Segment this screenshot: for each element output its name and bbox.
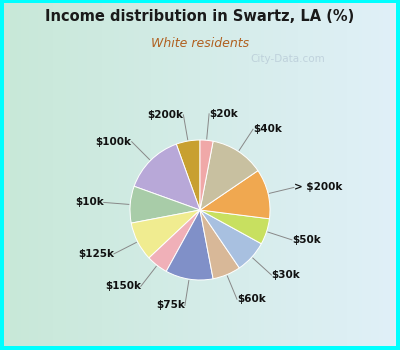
Wedge shape [149, 210, 200, 271]
Wedge shape [200, 210, 261, 268]
Wedge shape [130, 186, 200, 223]
Wedge shape [166, 210, 213, 280]
Wedge shape [131, 210, 200, 258]
Text: $75k: $75k [156, 300, 185, 310]
Wedge shape [200, 210, 270, 244]
Text: $125k: $125k [78, 249, 114, 259]
Text: White residents: White residents [151, 37, 249, 50]
Text: $50k: $50k [292, 235, 321, 245]
Text: Income distribution in Swartz, LA (%): Income distribution in Swartz, LA (%) [45, 9, 355, 24]
Wedge shape [200, 140, 213, 210]
Text: $60k: $60k [237, 294, 266, 304]
Wedge shape [176, 140, 200, 210]
Wedge shape [200, 171, 270, 219]
Text: $100k: $100k [96, 137, 132, 147]
Wedge shape [200, 210, 239, 279]
Text: $20k: $20k [209, 109, 238, 119]
Text: $30k: $30k [272, 270, 300, 280]
Wedge shape [134, 144, 200, 210]
Wedge shape [200, 141, 258, 210]
Text: $150k: $150k [105, 281, 141, 291]
Text: $40k: $40k [253, 124, 282, 134]
Text: > $200k: > $200k [294, 182, 342, 192]
Text: City-Data.com: City-Data.com [251, 55, 325, 64]
Text: $10k: $10k [75, 197, 104, 208]
Text: $200k: $200k [147, 110, 183, 120]
